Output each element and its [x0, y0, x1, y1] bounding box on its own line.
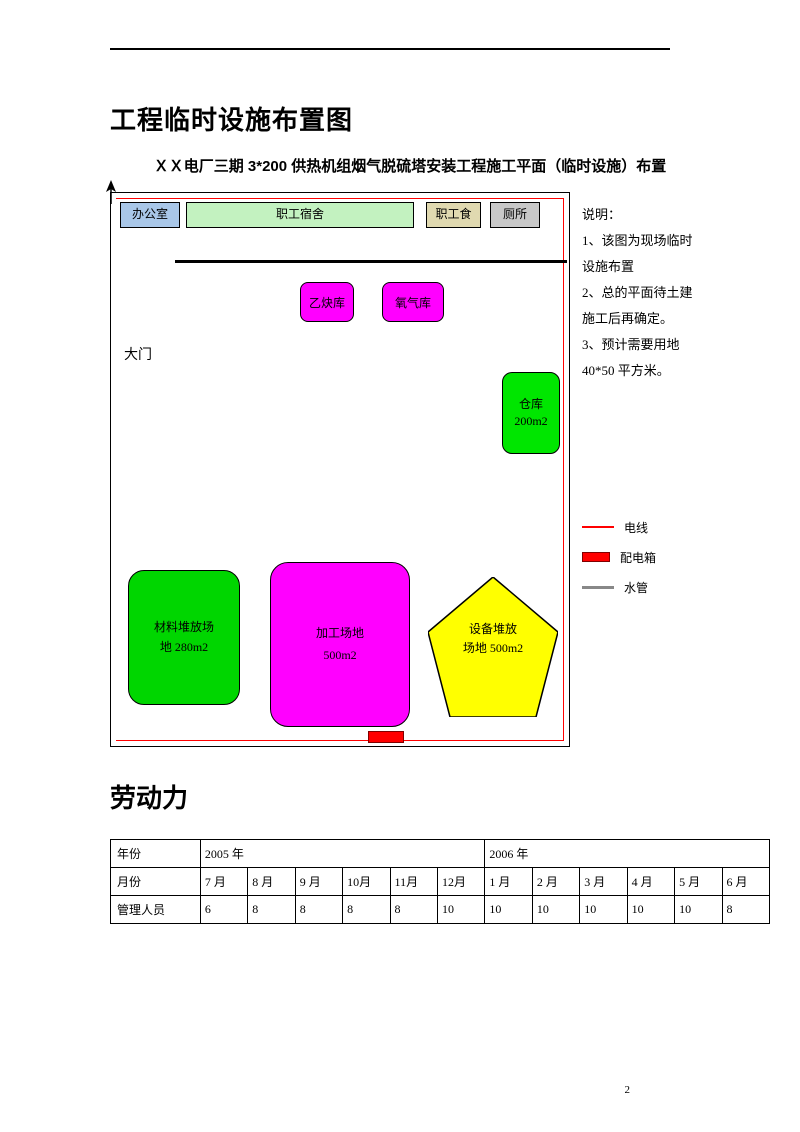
cell-v: 10	[532, 896, 579, 924]
box-canteen: 职工食	[426, 202, 481, 228]
cell-v: 10	[580, 896, 627, 924]
box-toilet: 厕所	[490, 202, 540, 228]
cell-m: 12月	[437, 868, 484, 896]
cell-m: 2 月	[532, 868, 579, 896]
cell-v: 10	[485, 896, 532, 924]
diagram-notes: 说明： 1、该图为现场临时设施布置 2、总的平面待土建施工后再确定。 3、预计需…	[582, 202, 694, 384]
box-dormitory: 职工宿舍	[186, 202, 414, 228]
labor-table: 年份 2005 年 2006 年 月份 7 月 8 月 9 月 10月 11月 …	[110, 839, 770, 924]
diagram-legend: 电线 配电箱 水管	[582, 512, 702, 602]
wall-line	[175, 260, 567, 263]
legend-pipe-label: 水管	[624, 579, 648, 596]
equipment-yard-label: 设备堆放 场地 500m2	[428, 620, 558, 658]
legend-box-swatch	[582, 552, 610, 562]
cell-m: 9 月	[295, 868, 342, 896]
cell-v: 8	[722, 896, 770, 924]
cell-v: 8	[248, 896, 295, 924]
cell-m: 1 月	[485, 868, 532, 896]
table-row-manager: 管理人员 6 8 8 8 8 10 10 10 10 10 10 8	[111, 896, 770, 924]
cell-mgr-label: 管理人员	[111, 896, 201, 924]
cell-m: 5 月	[675, 868, 722, 896]
cell-year-2006: 2006 年	[485, 840, 770, 868]
box-oxygen: 氧气库	[382, 282, 444, 322]
distribution-box-icon	[368, 731, 404, 743]
legend-wire: 电线	[582, 512, 702, 542]
cell-m: 8 月	[248, 868, 295, 896]
top-rule	[110, 48, 670, 50]
cell-m: 7 月	[200, 868, 247, 896]
legend-box-label: 配电箱	[620, 549, 656, 566]
cell-v: 10	[627, 896, 674, 924]
table-row-month: 月份 7 月 8 月 9 月 10月 11月 12月 1 月 2 月 3 月 4…	[111, 868, 770, 896]
section-title-labor: 劳动力	[110, 778, 710, 815]
gate-label: 大门	[124, 344, 152, 364]
cell-v: 6	[200, 896, 247, 924]
legend-pipe-swatch	[582, 586, 614, 589]
box-warehouse: 仓库 200m2	[502, 372, 560, 454]
notes-title: 说明：	[582, 202, 694, 228]
legend-wire-swatch	[582, 526, 614, 528]
cell-m: 10月	[343, 868, 390, 896]
section-title-layout: 工程临时设施布置图	[110, 100, 710, 137]
work-yard-label: 加工场地 500m2	[316, 623, 364, 666]
table-row-year: 年份 2005 年 2006 年	[111, 840, 770, 868]
site-layout-diagram: 办公室 职工宿舍 职工食 厕所 大门 乙炔库 氧气库 仓库 200m2 材料堆放…	[110, 182, 695, 752]
box-office: 办公室	[120, 202, 180, 228]
cell-v: 10	[437, 896, 484, 924]
page-number: 2	[625, 1084, 631, 1096]
cell-m: 11月	[390, 868, 437, 896]
cell-m: 3 月	[580, 868, 627, 896]
cell-m: 6 月	[722, 868, 770, 896]
note-2: 2、总的平面待土建施工后再确定。	[582, 280, 694, 332]
material-yard-label: 材料堆放场 地 280m2	[154, 618, 214, 656]
box-material-yard: 材料堆放场 地 280m2	[128, 570, 240, 705]
cell-month-label: 月份	[111, 868, 201, 896]
cell-m: 4 月	[627, 868, 674, 896]
legend-water-pipe: 水管	[582, 572, 702, 602]
cell-year-label: 年份	[111, 840, 201, 868]
cell-v: 8	[295, 896, 342, 924]
cell-v: 8	[343, 896, 390, 924]
warehouse-label: 仓库 200m2	[514, 396, 547, 430]
box-acetylene: 乙炔库	[300, 282, 354, 322]
diagram-title: ＸＸ电厂三期 3*200 供热机组烟气脱硫塔安装工程施工平面（临时设施）布置	[110, 155, 710, 176]
note-1: 1、该图为现场临时设施布置	[582, 228, 694, 280]
cell-v: 8	[390, 896, 437, 924]
legend-distribution-box: 配电箱	[582, 542, 702, 572]
box-work-yard: 加工场地 500m2	[270, 562, 410, 727]
cell-year-2005: 2005 年	[200, 840, 485, 868]
legend-wire-label: 电线	[624, 519, 648, 536]
cell-v: 10	[675, 896, 722, 924]
note-3: 3、预计需要用地 40*50 平方米。	[582, 332, 694, 384]
